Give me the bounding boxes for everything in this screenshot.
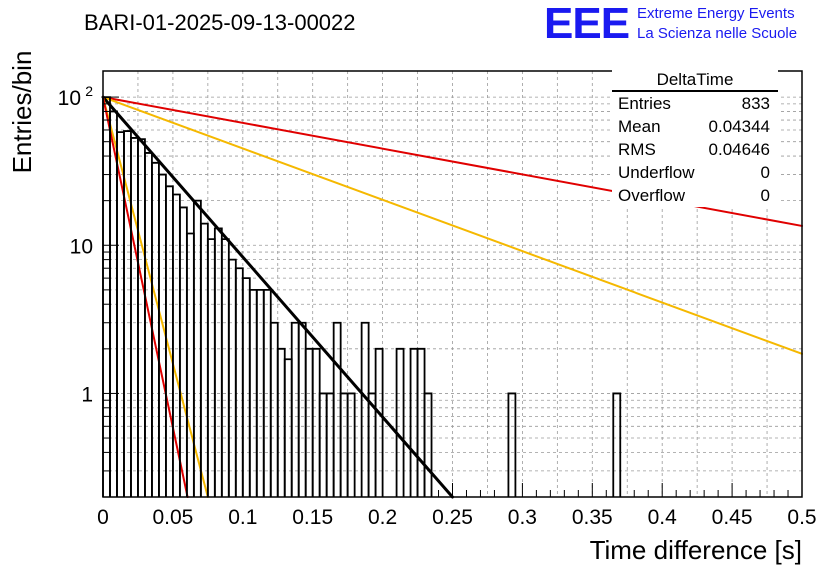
run-title: BARI-01-2025-09-13-00022 xyxy=(84,10,356,35)
logo-subtitle-line1: Extreme Energy Events xyxy=(637,5,795,22)
histogram-bar xyxy=(130,137,139,497)
histogram-bar xyxy=(123,130,132,497)
stats-value: 833 xyxy=(741,94,770,113)
stats-row-entries: Entries 833 xyxy=(612,92,778,115)
histogram-bar xyxy=(339,392,349,497)
histogram-bar xyxy=(304,347,314,497)
histogram-bar xyxy=(346,392,356,497)
histogram-bar xyxy=(213,227,223,497)
x-tick-label: 0.05 xyxy=(152,506,193,529)
histogram-bar xyxy=(137,138,146,497)
y-tick-label: 1 xyxy=(81,383,93,406)
histogram-bar xyxy=(612,392,622,497)
reference-line xyxy=(102,96,803,355)
histogram-bar xyxy=(507,392,517,497)
x-tick-label: 0.5 xyxy=(787,506,816,529)
histogram-bar xyxy=(318,392,328,497)
histogram-bar xyxy=(276,347,286,497)
y-axis-label: Entries/bin xyxy=(7,51,37,174)
x-tick-label: 0.45 xyxy=(712,506,753,529)
y-tick-exponent: 2 xyxy=(85,83,93,99)
histogram-bar xyxy=(178,206,188,497)
x-tick-label: 0.3 xyxy=(508,506,537,529)
x-tick-label: 0.35 xyxy=(572,506,613,529)
x-tick-label: 0.15 xyxy=(292,506,333,529)
histogram-bar xyxy=(416,347,426,497)
axis-ticks: 0 0.05 0.1 0.15 0.2 0.25 0.3 0.35 0.4 0.45 0.5 1 10 1… xyxy=(58,83,817,529)
histogram-bar xyxy=(311,347,321,497)
histogram-bar xyxy=(409,347,419,497)
stats-box: DeltaTime Entries 833 Mean 0.04344 RMS 0… xyxy=(612,70,778,207)
logo-subtitle-line2: La Scienza nelle Scuole xyxy=(637,25,798,42)
y-tick-label: 10 xyxy=(70,235,93,258)
stats-row-overflow: Overflow 0 xyxy=(612,184,778,207)
x-tick-label: 0 xyxy=(97,506,109,529)
eee-logo: EEE xyxy=(544,0,630,48)
stats-label: Underflow xyxy=(618,163,695,182)
histogram-bar xyxy=(185,232,195,497)
x-axis-label: Time difference [s] xyxy=(590,535,802,565)
stats-value: 0 xyxy=(760,163,770,182)
histogram-bars xyxy=(102,96,622,497)
x-tick-label: 0.25 xyxy=(432,506,473,529)
stats-value: 0.04344 xyxy=(708,117,770,136)
histogram-bar xyxy=(199,222,209,497)
x-tick-label: 0.4 xyxy=(648,506,678,529)
stats-value: 0 xyxy=(760,186,770,205)
histogram-bar xyxy=(283,358,293,497)
x-tick-label: 0.1 xyxy=(228,506,257,529)
reference-line xyxy=(102,96,209,498)
histogram-bar xyxy=(395,347,405,497)
histogram-bar xyxy=(241,277,251,497)
histogram-bar xyxy=(227,258,237,497)
histogram-bar xyxy=(325,392,335,497)
stats-label: RMS xyxy=(618,140,656,159)
y-tick-label: 10 xyxy=(58,87,81,110)
stats-row-underflow: Underflow 0 xyxy=(612,161,778,184)
histogram-bar xyxy=(423,392,433,497)
stats-title: DeltaTime xyxy=(612,70,778,92)
histogram-bar xyxy=(234,267,244,497)
fit-line xyxy=(101,95,454,499)
x-tick-label: 0.2 xyxy=(368,506,397,529)
stats-value: 0.04646 xyxy=(708,140,770,159)
histogram-bar xyxy=(374,347,384,497)
stats-row-rms: RMS 0.04646 xyxy=(612,138,778,161)
stats-label: Mean xyxy=(618,117,661,136)
stats-label: Overflow xyxy=(618,186,686,205)
stats-label: Entries xyxy=(618,94,671,113)
stats-row-mean: Mean 0.04344 xyxy=(612,115,778,138)
histogram-bar xyxy=(102,96,111,497)
